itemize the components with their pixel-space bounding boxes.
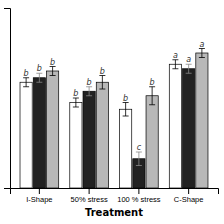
tick-mark (39, 188, 40, 194)
bar-annotation: b (87, 78, 92, 87)
bar-annotation: b (73, 89, 78, 98)
bar (70, 103, 82, 189)
axis-line (4, 9, 11, 189)
bar (96, 82, 108, 188)
error-bar (50, 67, 56, 76)
bar (120, 109, 132, 188)
bar-annotation: b (24, 69, 29, 78)
error-bar (99, 76, 105, 90)
bar (83, 91, 95, 188)
y-axis (4, 9, 11, 189)
error-bar (149, 87, 155, 105)
tick-label: 50% stress (71, 195, 108, 204)
x-axis-title: Treatment (85, 207, 143, 218)
tick-label: C-Shape (174, 195, 204, 204)
tick: 50% stress (71, 188, 108, 204)
tick: C-Shape (174, 188, 204, 204)
tick-label: 100 % stress (117, 195, 161, 204)
error-bar (86, 87, 92, 96)
tick: 100 % stress (117, 188, 161, 204)
series (33, 64, 194, 188)
bar-annotation: c (137, 143, 142, 152)
error-bar (73, 98, 79, 107)
tick-label: I-Shape (26, 195, 52, 204)
annotations: bbbabbcabbba (24, 40, 205, 153)
error-bar (36, 73, 42, 82)
chart: bbbabbcabbbaI-Shape50% stress100 % stres… (0, 0, 224, 224)
tick-mark (188, 188, 189, 194)
bar-annotation: b (100, 67, 105, 76)
bar (183, 69, 195, 188)
x-axis: I-Shape 50% stress 100 % stress C-Shape (11, 188, 219, 204)
series (47, 49, 208, 189)
bar-annotation: a (173, 51, 178, 60)
bar-annotation: b (37, 64, 42, 73)
bar (196, 53, 208, 188)
bar-annotation: a (199, 40, 204, 49)
bar (146, 96, 158, 188)
bar (47, 71, 59, 188)
error-bar (123, 103, 129, 117)
axis-line (11, 189, 219, 195)
bar (169, 64, 181, 188)
tick-mark (89, 188, 90, 194)
bar-annotation: a (186, 55, 191, 64)
error-bar (136, 152, 142, 166)
bar-annotation: b (50, 58, 55, 67)
tick: I-Shape (26, 188, 52, 204)
error-bar (186, 64, 192, 73)
tick-mark (138, 188, 139, 194)
bar-annotation: b (123, 94, 128, 103)
error-bar (199, 49, 205, 58)
marks (20, 49, 208, 189)
bar (33, 78, 45, 188)
plot: bbbabbcabbbaI-Shape50% stress100 % stres… (4, 9, 219, 205)
bar (20, 82, 32, 188)
error-bar (23, 78, 29, 87)
bar-annotation: b (150, 78, 155, 87)
error-bar (172, 60, 178, 69)
series (20, 60, 181, 188)
